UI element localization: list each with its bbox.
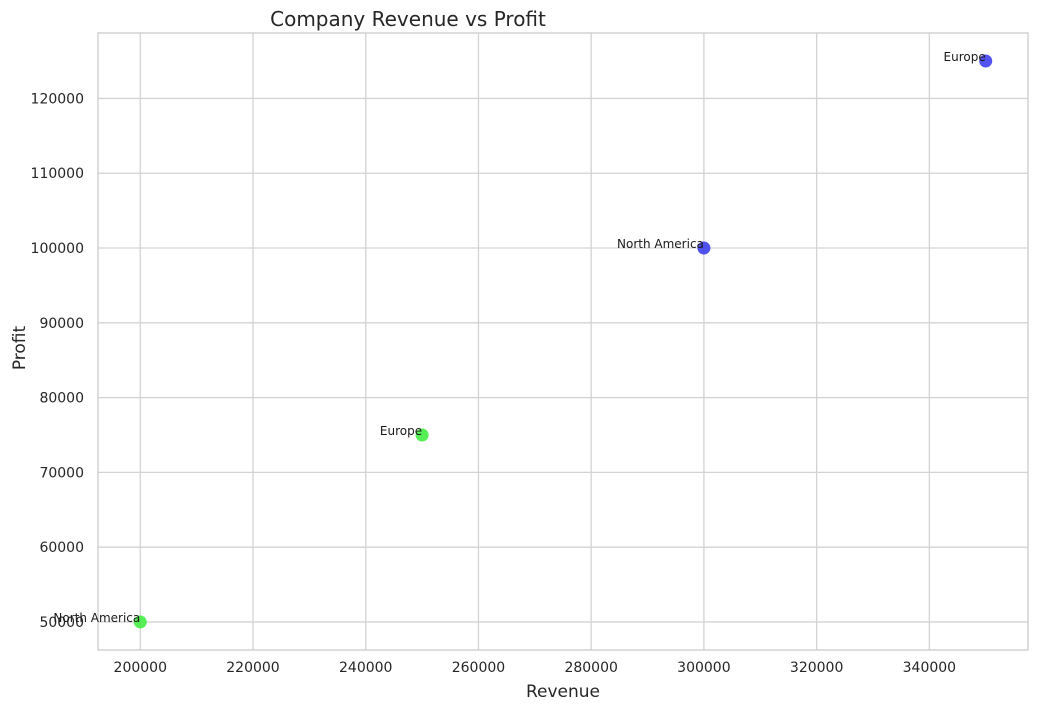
y-tick-label: 110000 bbox=[31, 166, 84, 182]
chart-title: Company Revenue vs Profit bbox=[270, 7, 546, 31]
data-point-label: Europe bbox=[944, 50, 986, 64]
x-tick-labels: 200000 220000 240000 260000 280000 300000 3200… bbox=[114, 660, 957, 676]
x-tick-label: 260000 bbox=[452, 660, 505, 676]
data-point-label: Europe bbox=[380, 424, 422, 438]
x-tick-label: 240000 bbox=[339, 660, 392, 676]
x-tick-label: 220000 bbox=[226, 660, 279, 676]
y-tick-label: 60000 bbox=[39, 540, 84, 556]
data-point bbox=[979, 54, 993, 68]
y-tick-label: 70000 bbox=[39, 465, 84, 481]
y-tick-label: 80000 bbox=[39, 391, 84, 407]
y-tick-label: 100000 bbox=[31, 241, 84, 257]
x-tick-label: 280000 bbox=[564, 660, 617, 676]
x-tick-label: 300000 bbox=[677, 660, 730, 676]
y-tick-labels: 50000 60000 70000 80000 90000 100000 110000 120… bbox=[31, 91, 84, 631]
data-point bbox=[133, 615, 147, 629]
y-tick-label: 120000 bbox=[31, 91, 84, 107]
x-axis-label: Revenue bbox=[526, 682, 600, 702]
x-tick-label: 340000 bbox=[903, 660, 956, 676]
plot-frame bbox=[97, 32, 1029, 651]
x-tick-label: 200000 bbox=[114, 660, 167, 676]
data-point bbox=[415, 428, 429, 442]
data-points: North America Europe North America Europe bbox=[53, 50, 993, 629]
x-tick-label: 320000 bbox=[790, 660, 843, 676]
data-point-label: North America bbox=[53, 611, 140, 625]
y-axis-label: Profit bbox=[10, 325, 30, 370]
y-tick-label: 50000 bbox=[39, 615, 84, 631]
grid-layer bbox=[98, 33, 1028, 650]
data-point bbox=[697, 241, 711, 255]
y-tick-label: 90000 bbox=[39, 316, 84, 332]
data-point-label: North America bbox=[617, 237, 704, 251]
